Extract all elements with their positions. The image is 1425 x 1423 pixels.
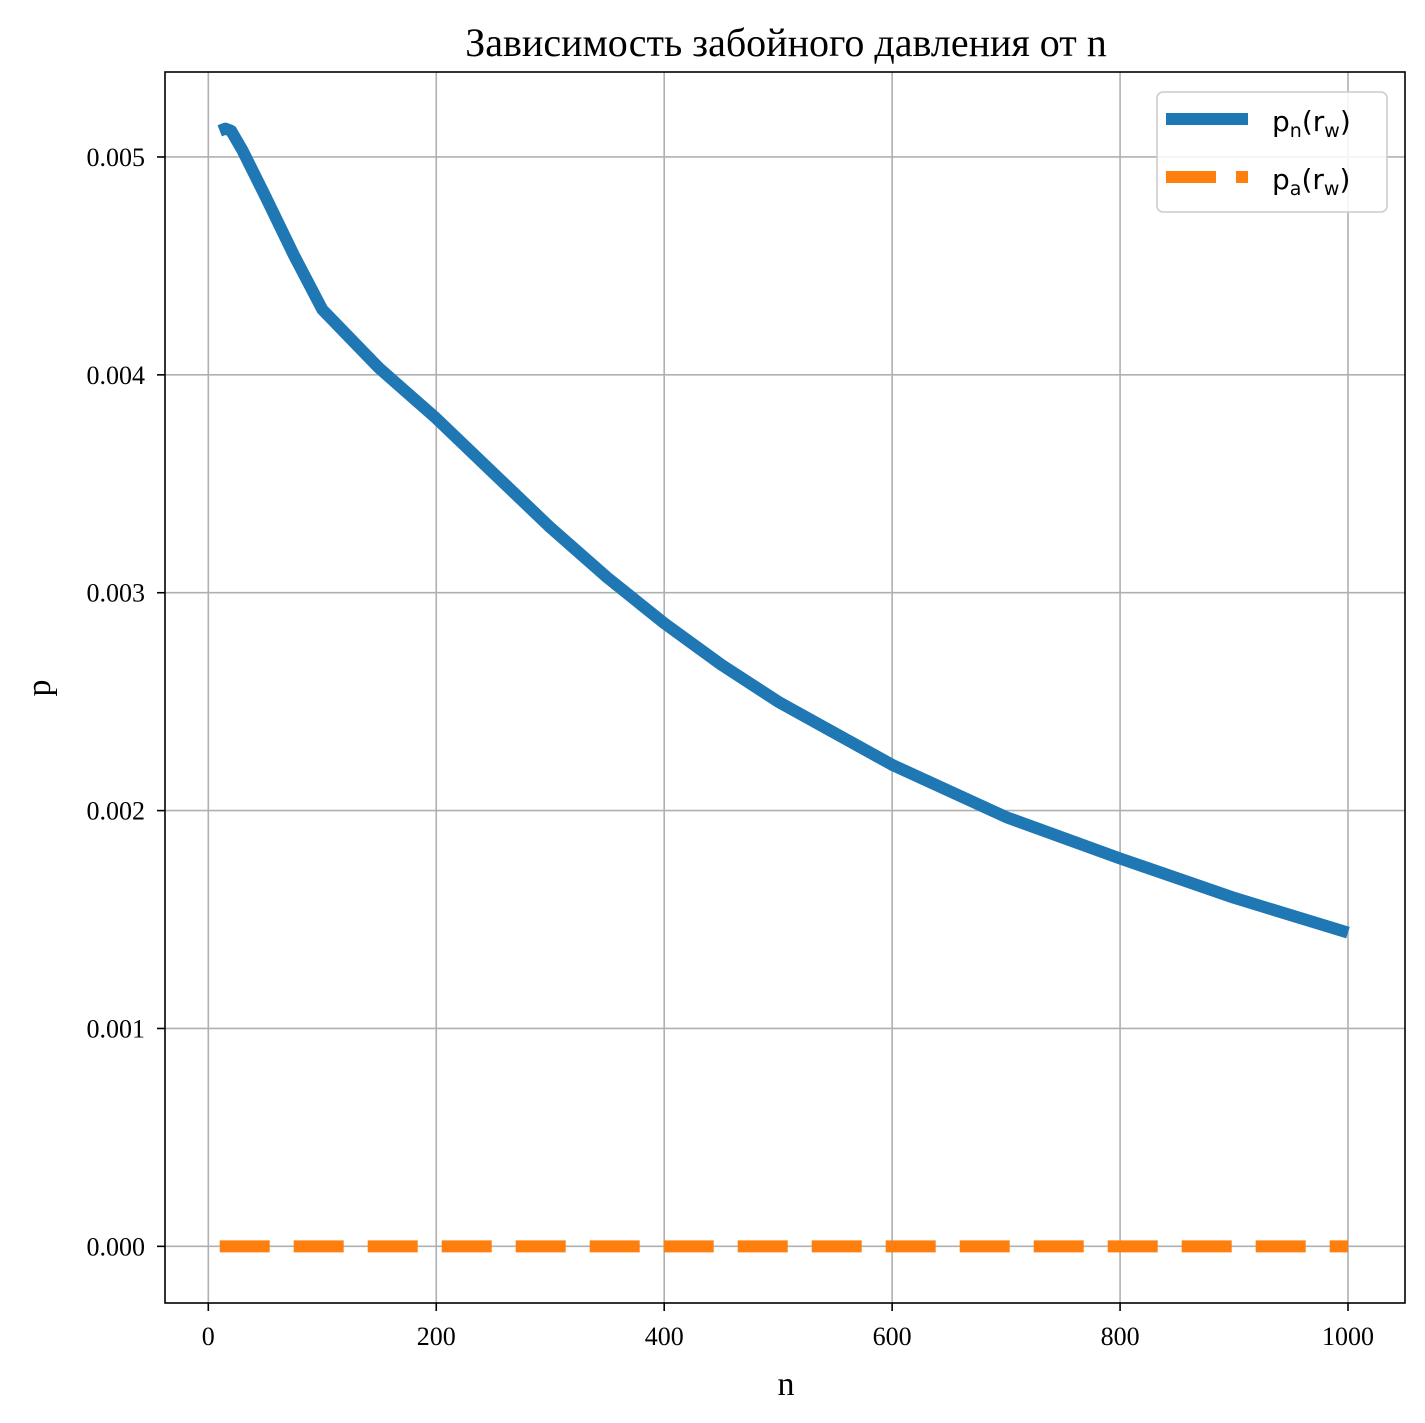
ticks: 0 200 400 600 800 1000 0.000 0.001 0.002 0.003 0.0… (87, 143, 1375, 1351)
y-tick-label: 0.005 (87, 143, 146, 172)
x-tick-label: 200 (417, 1322, 456, 1351)
legend-pa-open: ( (1301, 163, 1312, 196)
x-tick-label: 800 (1101, 1322, 1140, 1351)
y-tick-label: 0.001 (87, 1014, 146, 1043)
y-tick-label: 0.003 (87, 579, 146, 608)
legend-pa-sub: a (1290, 178, 1302, 200)
series-line-n (217, 122, 1350, 939)
legend-label-pa: pa(rw) (1272, 163, 1350, 200)
legend-pa-base: p (1272, 163, 1290, 196)
y-tick-label: 0.000 (87, 1232, 146, 1261)
x-tick-label: 400 (645, 1322, 684, 1351)
legend-pn-open: ( (1302, 105, 1313, 138)
legend-pn-paren-sub: w (1324, 120, 1340, 142)
grid (165, 72, 1405, 1303)
legend-pn-sub: n (1290, 120, 1302, 142)
legend-pn-base: p (1272, 105, 1290, 138)
legend-pa-paren-sub: w (1324, 178, 1340, 200)
x-tick-label: 600 (873, 1322, 912, 1351)
y-axis-label: p (21, 680, 58, 697)
x-tick-label: 0 (202, 1322, 215, 1351)
legend: pn(rw) pa(rw) (1156, 91, 1388, 213)
y-tick-label: 0.002 (87, 797, 146, 826)
x-axis-label: n (778, 1366, 795, 1403)
legend-label-pn: pn(rw) (1272, 105, 1351, 142)
x-tick-label: 1000 (1322, 1322, 1374, 1351)
legend-pa-close: ) (1339, 163, 1350, 196)
plot-frame (164, 71, 1406, 1304)
y-tick-label: 0.004 (87, 361, 146, 390)
legend-pn-paren: r (1313, 105, 1325, 138)
legend-pn-close: ) (1340, 105, 1351, 138)
chart-title: Зависимость забойного давления от n (465, 20, 1107, 65)
legend-pa-paren: r (1312, 163, 1324, 196)
plot-lines (217, 122, 1350, 1253)
